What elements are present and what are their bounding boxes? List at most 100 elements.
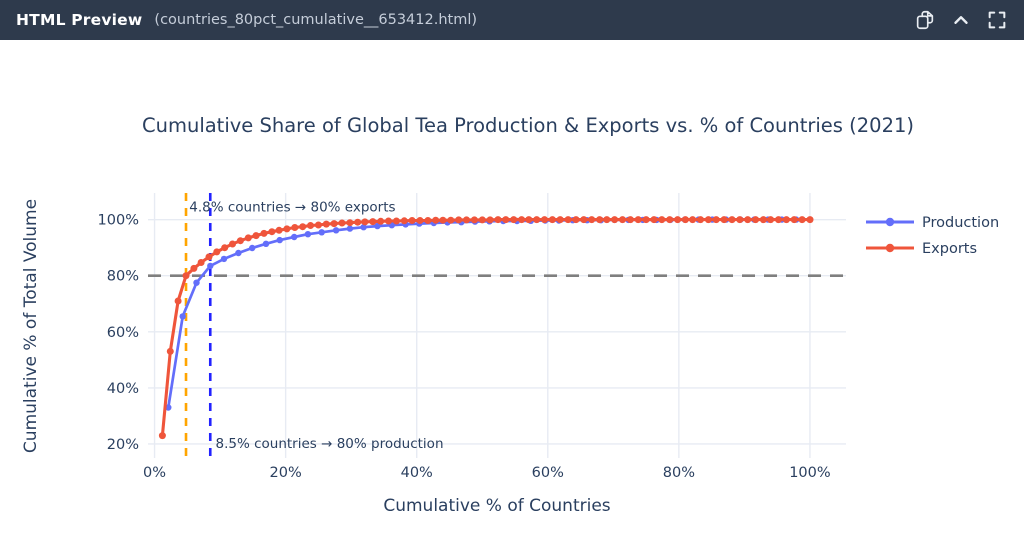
exports-marker: [611, 216, 619, 224]
exports-marker: [447, 216, 455, 224]
exports-marker: [354, 218, 362, 226]
exports-marker: [533, 216, 541, 224]
exports-marker: [455, 216, 463, 224]
x-tick-label: 60%: [532, 465, 564, 481]
production-marker: [235, 249, 242, 257]
x-tick-label: 20%: [270, 465, 302, 481]
exports-marker: [502, 216, 510, 224]
exports-marker: [525, 216, 533, 224]
exports-marker: [619, 216, 626, 224]
header-title: HTML Preview: [16, 11, 143, 29]
series-traces: [158, 216, 814, 440]
exports-marker: [346, 219, 354, 227]
production-marker: [318, 229, 325, 236]
production-marker: [262, 240, 270, 247]
production-marker: [304, 231, 312, 238]
production-marker: [220, 255, 228, 263]
production-marker: [179, 313, 186, 320]
x-tick-label: 0%: [143, 465, 166, 481]
exports-marker: [588, 216, 596, 224]
exports-marker: [650, 216, 658, 224]
exports-marker: [603, 216, 611, 224]
axis-ticks: 0% 20% 40% 60% 80% 100%20%40%60%80%100%: [98, 213, 831, 481]
exports-marker: [775, 216, 782, 224]
exports-marker: [416, 217, 424, 224]
production-marker: [207, 262, 214, 270]
exports-marker: [494, 216, 502, 224]
exports-marker: [221, 244, 229, 252]
exports-marker: [736, 216, 744, 224]
exports-marker: [377, 217, 385, 225]
production-marker: [374, 222, 381, 230]
exports-marker: [697, 216, 704, 224]
exports-marker: [642, 216, 650, 224]
exports-marker: [338, 219, 346, 227]
legend-item-exports[interactable]: Exports: [866, 241, 977, 257]
x-axis-title: Cumulative % of Countries: [383, 496, 610, 516]
exports-marker: [486, 216, 494, 224]
y-tick-label: 40%: [107, 381, 139, 397]
production-marker: [193, 279, 200, 286]
x-tick-label: 100%: [789, 465, 830, 481]
production-marker: [291, 233, 298, 241]
exports-marker: [432, 216, 440, 224]
exports-marker: [518, 216, 526, 224]
production-marker: [249, 244, 256, 252]
gridlines: [148, 193, 846, 458]
exports-marker: [744, 216, 752, 224]
exports-marker: [634, 216, 642, 224]
exports-marker: [674, 216, 682, 224]
exports-marker: [572, 216, 580, 224]
exports-marker: [400, 217, 408, 225]
exports-marker: [307, 222, 314, 229]
exports-marker: [767, 216, 775, 224]
exports-marker: [190, 264, 198, 272]
exports-marker: [541, 216, 548, 224]
exports-marker: [182, 272, 190, 280]
exports-marker: [299, 223, 307, 231]
exports-marker: [392, 217, 400, 225]
exports-marker: [283, 225, 291, 233]
exports-marker: [478, 216, 486, 224]
exports-marker: [556, 216, 564, 224]
exports-marker: [626, 216, 634, 224]
fullscreen-icon[interactable]: [986, 9, 1008, 31]
chart-canvas: 0% 20% 40% 60% 80% 100%20%40%60%80%100% Cumul…: [21, 114, 999, 516]
exports-marker: [463, 216, 470, 224]
y-tick-label: 60%: [107, 325, 139, 341]
exports-marker: [728, 216, 736, 224]
annotation-production-80: 8.5% countries → 80% production: [216, 436, 444, 452]
exports-marker: [782, 216, 790, 224]
exports-marker: [658, 216, 666, 224]
exports-marker: [548, 216, 556, 224]
exports-marker: [689, 216, 697, 224]
exports-marker: [752, 216, 760, 224]
reference-lines: [148, 193, 846, 458]
exports-marker: [470, 216, 478, 224]
exports-marker: [236, 237, 244, 245]
exports-marker: [275, 226, 283, 234]
exports-marker: [197, 259, 205, 266]
exports-marker: [330, 220, 338, 228]
exports-marker: [759, 216, 767, 224]
exports-marker: [681, 216, 689, 224]
exports-marker: [712, 216, 720, 224]
y-tick-label: 80%: [107, 269, 139, 285]
production-marker: [360, 224, 367, 231]
y-tick-label: 100%: [98, 213, 139, 229]
copy-icon[interactable]: [914, 9, 936, 31]
exports-marker: [720, 216, 728, 224]
exports-marker: [510, 216, 518, 224]
exports-marker: [213, 248, 221, 256]
chart-title: Cumulative Share of Global Tea Productio…: [142, 114, 914, 137]
exports-marker: [424, 217, 432, 224]
exports-marker: [252, 232, 260, 240]
exports-marker: [580, 216, 588, 224]
header-actions: [914, 9, 1008, 31]
collapse-icon[interactable]: [950, 9, 972, 31]
exports-marker: [314, 221, 322, 229]
exports-marker: [408, 217, 416, 224]
annotation-exports-80: 4.8% countries → 80% exports: [189, 200, 395, 216]
exports-marker: [385, 217, 392, 225]
legend-item-production[interactable]: Production: [866, 215, 999, 231]
